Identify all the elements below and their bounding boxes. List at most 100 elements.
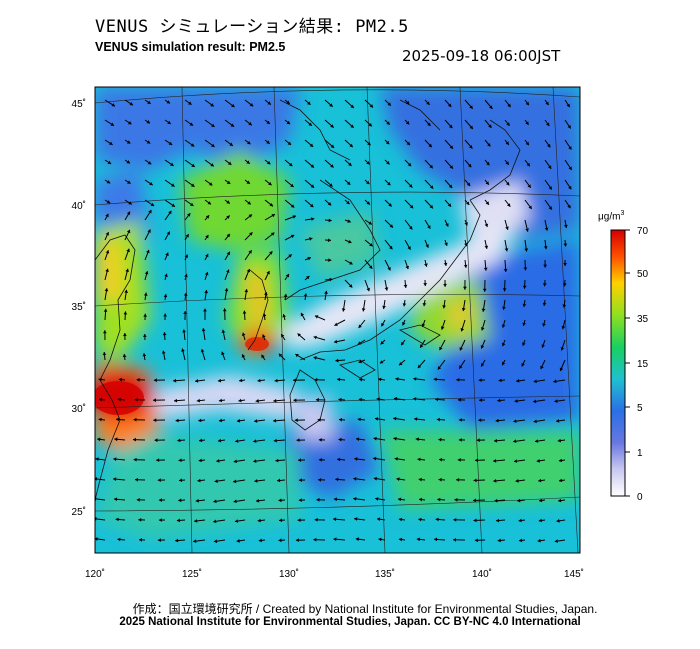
wind-arrowhead	[241, 332, 246, 336]
wind-arrowhead	[387, 102, 391, 106]
wind-arrowhead	[439, 457, 443, 462]
wind-arrowhead	[367, 141, 371, 146]
wind-arrowhead	[213, 499, 217, 504]
wind-arrowhead	[307, 256, 311, 261]
wind-arrowhead	[288, 254, 292, 258]
colorbar-tick: 15	[637, 359, 649, 370]
wind-arrowhead	[338, 397, 342, 402]
wind-arrowhead	[262, 313, 267, 317]
wind-arrowhead	[507, 203, 511, 207]
wind-arrowhead	[285, 274, 289, 278]
wind-arrowhead	[102, 352, 107, 356]
wind-arrowhead	[366, 161, 370, 165]
wind-arrowhead	[146, 249, 150, 254]
wind-arrowhead	[230, 123, 235, 127]
wind-arrowhead	[384, 287, 389, 291]
wind-arrowhead	[386, 121, 390, 125]
wind-arrowhead	[310, 184, 315, 188]
wind-arrowhead	[184, 274, 188, 278]
wind-arrowhead	[205, 215, 210, 219]
wind-arrowhead	[507, 103, 511, 108]
wind-arrowhead	[264, 291, 268, 296]
wind-arrowhead	[418, 477, 422, 482]
wind-arrowhead	[482, 288, 487, 292]
wind-arrowhead	[386, 161, 390, 165]
wind-arrowhead	[357, 417, 361, 422]
wind-arrowhead	[221, 329, 226, 333]
wind-arrowhead	[413, 377, 417, 381]
wind-arrowhead	[563, 243, 568, 247]
wind-arrowhead	[423, 283, 427, 286]
wind-arrowhead	[177, 438, 181, 443]
wind-arrowhead	[146, 140, 151, 144]
wind-arrowhead	[209, 182, 213, 186]
wind-arrowhead	[557, 438, 561, 443]
wind-arrowhead	[106, 180, 111, 184]
wind-arrowhead	[207, 201, 211, 205]
wind-arrowhead	[560, 347, 565, 351]
wind-arrowhead	[487, 143, 491, 147]
wind-arrowhead	[521, 363, 525, 367]
wind-arrowhead	[278, 353, 283, 358]
wind-arrowhead	[298, 458, 302, 462]
wind-arrowhead	[546, 122, 550, 126]
wind-arrowhead	[197, 478, 201, 483]
wind-arrowhead	[398, 537, 403, 542]
wind-arrowhead	[196, 398, 200, 403]
lon-label: 120˚	[85, 568, 105, 580]
wind-arrowhead	[273, 398, 277, 403]
wind-arrowhead	[266, 160, 271, 165]
wind-arrowhead	[373, 456, 377, 461]
latitude-labels: 45˚ 40˚ 35˚ 30˚ 25˚	[72, 98, 86, 518]
wind-arrowhead	[168, 210, 172, 215]
wind-arrowhead	[522, 322, 526, 326]
wind-arrowhead	[359, 377, 363, 382]
wind-arrowhead	[473, 518, 477, 523]
wind-arrowhead	[548, 206, 552, 210]
wind-arrowhead	[449, 124, 453, 129]
wind-arrowhead	[522, 342, 526, 346]
wind-arrowhead	[143, 292, 148, 296]
wind-arrowhead	[287, 141, 292, 145]
wind-arrowhead	[409, 184, 413, 188]
wind-arrowhead	[525, 101, 529, 106]
wind-arrowhead	[269, 251, 273, 255]
wind-arrowhead	[335, 358, 339, 363]
lon-label: 140˚	[472, 568, 492, 580]
wind-arrowhead	[135, 477, 138, 482]
wind-arrowhead	[203, 308, 207, 312]
wind-arrowhead	[309, 237, 313, 241]
wind-arrowhead	[349, 143, 353, 148]
wind-arrowhead	[393, 396, 398, 401]
wind-arrowhead	[398, 497, 402, 502]
wind-arrowhead	[350, 124, 354, 128]
wind-arrowhead	[293, 378, 296, 383]
lat-label: 45˚	[72, 98, 86, 110]
wind-arrowhead	[563, 263, 567, 266]
wind-arrowhead	[368, 221, 372, 225]
wind-arrowhead	[217, 378, 222, 383]
wind-arrowhead	[417, 457, 421, 462]
wind-arrowhead	[459, 347, 463, 351]
wind-arrowhead	[306, 276, 310, 280]
wind-arrowhead	[524, 248, 529, 252]
wind-arrowhead	[378, 537, 382, 542]
wind-arrowhead	[134, 397, 138, 402]
wind-arrowhead	[464, 243, 468, 247]
wind-arrowhead	[246, 269, 251, 273]
wind-arrowhead	[541, 344, 545, 348]
wind-arrowhead	[150, 202, 155, 206]
wind-arrowhead	[116, 417, 120, 422]
wind-arrowhead	[442, 305, 446, 309]
wind-arrowhead	[489, 105, 493, 109]
wind-arrowhead	[139, 538, 142, 542]
wind-arrowhead	[469, 125, 473, 129]
wind-arrowhead	[123, 333, 127, 337]
wind-arrowhead	[127, 180, 131, 184]
wind-arrowhead	[233, 499, 237, 504]
wind-arrowhead	[97, 437, 101, 442]
wind-arrowhead	[388, 203, 392, 207]
wind-arrowhead	[519, 538, 523, 543]
wind-arrowhead	[562, 283, 567, 287]
